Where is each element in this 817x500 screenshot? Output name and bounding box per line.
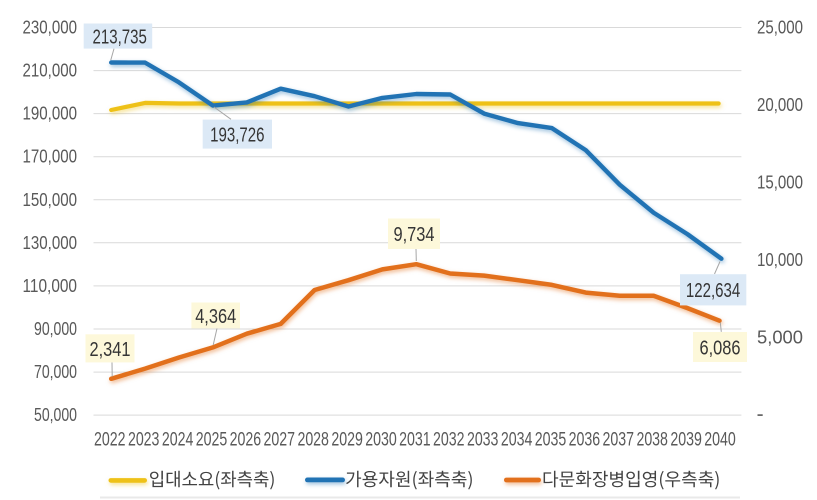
svg-text:190,000: 190,000	[23, 104, 78, 124]
svg-text:15,000: 15,000	[757, 173, 803, 193]
svg-text:50,000: 50,000	[34, 405, 77, 425]
svg-text:2026: 2026	[230, 429, 262, 450]
svg-text:4,364: 4,364	[195, 306, 236, 328]
svg-text:110,000: 110,000	[23, 276, 78, 296]
svg-text:70,000: 70,000	[34, 362, 77, 382]
svg-text:230,000: 230,000	[23, 18, 78, 38]
svg-text:170,000: 170,000	[23, 147, 78, 167]
svg-text:2037: 2037	[603, 429, 635, 450]
svg-text:9,734: 9,734	[394, 224, 435, 246]
svg-text:2022: 2022	[94, 429, 126, 450]
svg-text:2031: 2031	[399, 429, 431, 450]
svg-text:213,735: 213,735	[93, 26, 147, 48]
svg-text:122,634: 122,634	[686, 280, 740, 302]
svg-text:2025: 2025	[196, 429, 228, 450]
svg-text:6,086: 6,086	[700, 337, 741, 359]
svg-text:2035: 2035	[535, 429, 567, 450]
svg-text:150,000: 150,000	[23, 190, 78, 210]
svg-text:25,000: 25,000	[757, 18, 803, 38]
svg-text:2023: 2023	[128, 429, 160, 450]
svg-text:2038: 2038	[636, 429, 668, 450]
svg-text:2027: 2027	[264, 429, 296, 450]
svg-text:2030: 2030	[365, 429, 397, 450]
svg-text:2024: 2024	[162, 429, 194, 450]
svg-text:2029: 2029	[331, 429, 363, 450]
svg-text:130,000: 130,000	[23, 233, 78, 253]
svg-text:2039: 2039	[670, 429, 702, 450]
svg-text:193,726: 193,726	[210, 125, 264, 147]
svg-text:2028: 2028	[297, 429, 329, 450]
svg-text:2033: 2033	[467, 429, 499, 450]
svg-text:2032: 2032	[433, 429, 465, 450]
svg-text:2,341: 2,341	[90, 339, 131, 361]
svg-text:10,000: 10,000	[757, 250, 803, 270]
svg-text:210,000: 210,000	[23, 61, 78, 81]
svg-text:2034: 2034	[501, 429, 533, 450]
svg-text:90,000: 90,000	[34, 319, 77, 339]
svg-text:2036: 2036	[569, 429, 601, 450]
svg-text:20,000: 20,000	[757, 95, 803, 115]
svg-text:5,000: 5,000	[757, 328, 803, 348]
svg-text:2040: 2040	[704, 429, 736, 450]
